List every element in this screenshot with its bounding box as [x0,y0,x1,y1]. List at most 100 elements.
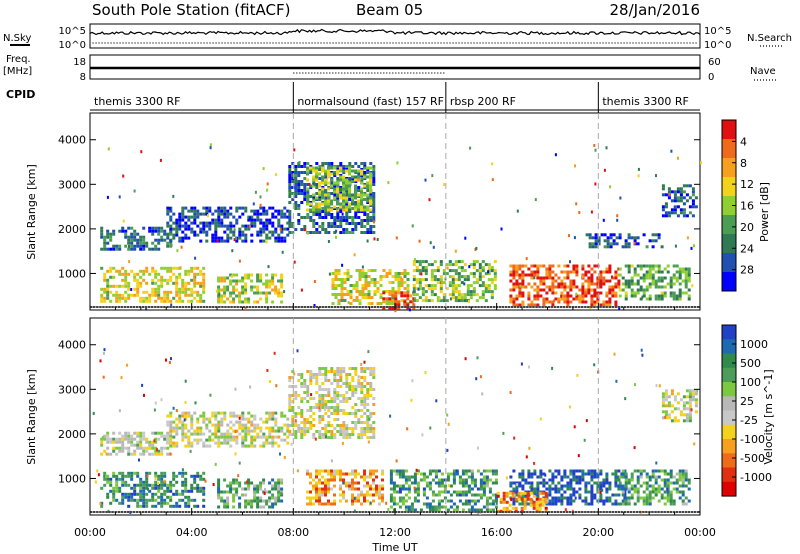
data-cell [391,291,395,295]
data-cell [342,436,346,439]
data-cell [229,444,233,448]
data-cell [166,206,170,210]
data-cell [363,499,366,503]
data-cell [229,420,233,424]
data-cell [142,498,146,502]
colorbar-swatch [722,234,736,254]
data-cell [124,483,128,487]
data-cell [572,279,576,283]
data-cell [369,367,373,370]
data-cell [214,432,218,436]
data-cell [354,202,357,206]
data-cell [286,417,290,421]
data-cell [274,417,278,421]
data-cell [318,436,322,439]
data-cell [472,290,476,294]
data-cell [372,367,376,370]
data-cell [324,412,328,415]
data-cell [160,471,164,475]
data-cell [430,287,434,291]
data-cell [139,437,143,441]
data-cell [412,278,416,282]
data-cell [262,206,266,210]
data-cell [118,229,122,233]
data-cell [681,267,685,271]
data-cell [669,481,673,485]
data-cell [357,493,360,497]
data-cell [277,294,281,298]
data-cell [477,306,480,308]
data-cell [602,481,606,485]
data-cell [122,219,125,223]
data-cell [539,294,543,298]
data-cell [277,444,281,448]
data-cell [366,205,369,209]
data-cell [265,438,269,442]
data-cell [199,438,203,442]
data-cell [496,491,500,495]
data-cell [488,490,492,494]
data-cell [636,306,639,308]
data-cell [389,481,393,485]
data-cell [268,230,272,234]
data-cell [581,294,585,298]
data-cell [418,284,422,288]
data-cell [160,398,163,402]
data-cell [539,282,543,286]
data-cell [109,284,113,288]
data-cell [220,411,224,415]
data-cell [339,394,343,397]
data-cell [303,382,307,385]
data-cell [381,484,384,488]
data-cell [232,423,236,427]
data-cell [663,469,667,473]
data-cell [687,267,691,271]
data-cell [560,496,564,500]
data-cell [611,291,615,295]
data-cell [682,202,686,206]
data-cell [220,432,224,436]
data-cell [139,431,143,435]
nsky-strip-frame [89,23,701,49]
data-cell [136,284,140,288]
data-cell [551,481,555,485]
nsky-series-line [89,28,701,36]
data-cell [331,293,335,296]
data-cell [253,212,257,216]
data-cell [617,502,621,506]
data-cell [657,499,661,503]
data-cell [389,478,393,482]
data-cell [175,409,178,413]
data-cell [351,421,355,424]
data-cell [169,224,173,228]
data-cell [621,282,625,286]
data-cell [512,288,516,292]
data-cell [106,440,110,444]
data-cell [327,394,331,397]
data-cell [202,275,206,279]
data-cell [599,472,603,476]
data-cell [664,410,668,414]
data-cell [226,276,230,280]
data-cell [202,266,206,270]
data-cell [166,414,170,418]
data-cell [196,483,200,487]
data-cell [175,504,179,508]
data-cell [630,487,634,491]
data-cell [509,481,513,485]
data-cell [490,281,494,285]
data-cell [226,297,230,301]
data-cell [413,499,417,503]
cpid-segment-label: themis 3300 RF [602,95,689,108]
data-cell [372,493,375,497]
data-cell [270,306,273,308]
data-cell [433,284,437,288]
data-cell [364,293,368,296]
data-cell [337,293,341,296]
data-cell [521,285,525,289]
data-cell [591,236,595,240]
data-cell [527,303,531,307]
data-cell [288,192,291,196]
data-cell [315,484,318,488]
data-cell [394,303,398,307]
